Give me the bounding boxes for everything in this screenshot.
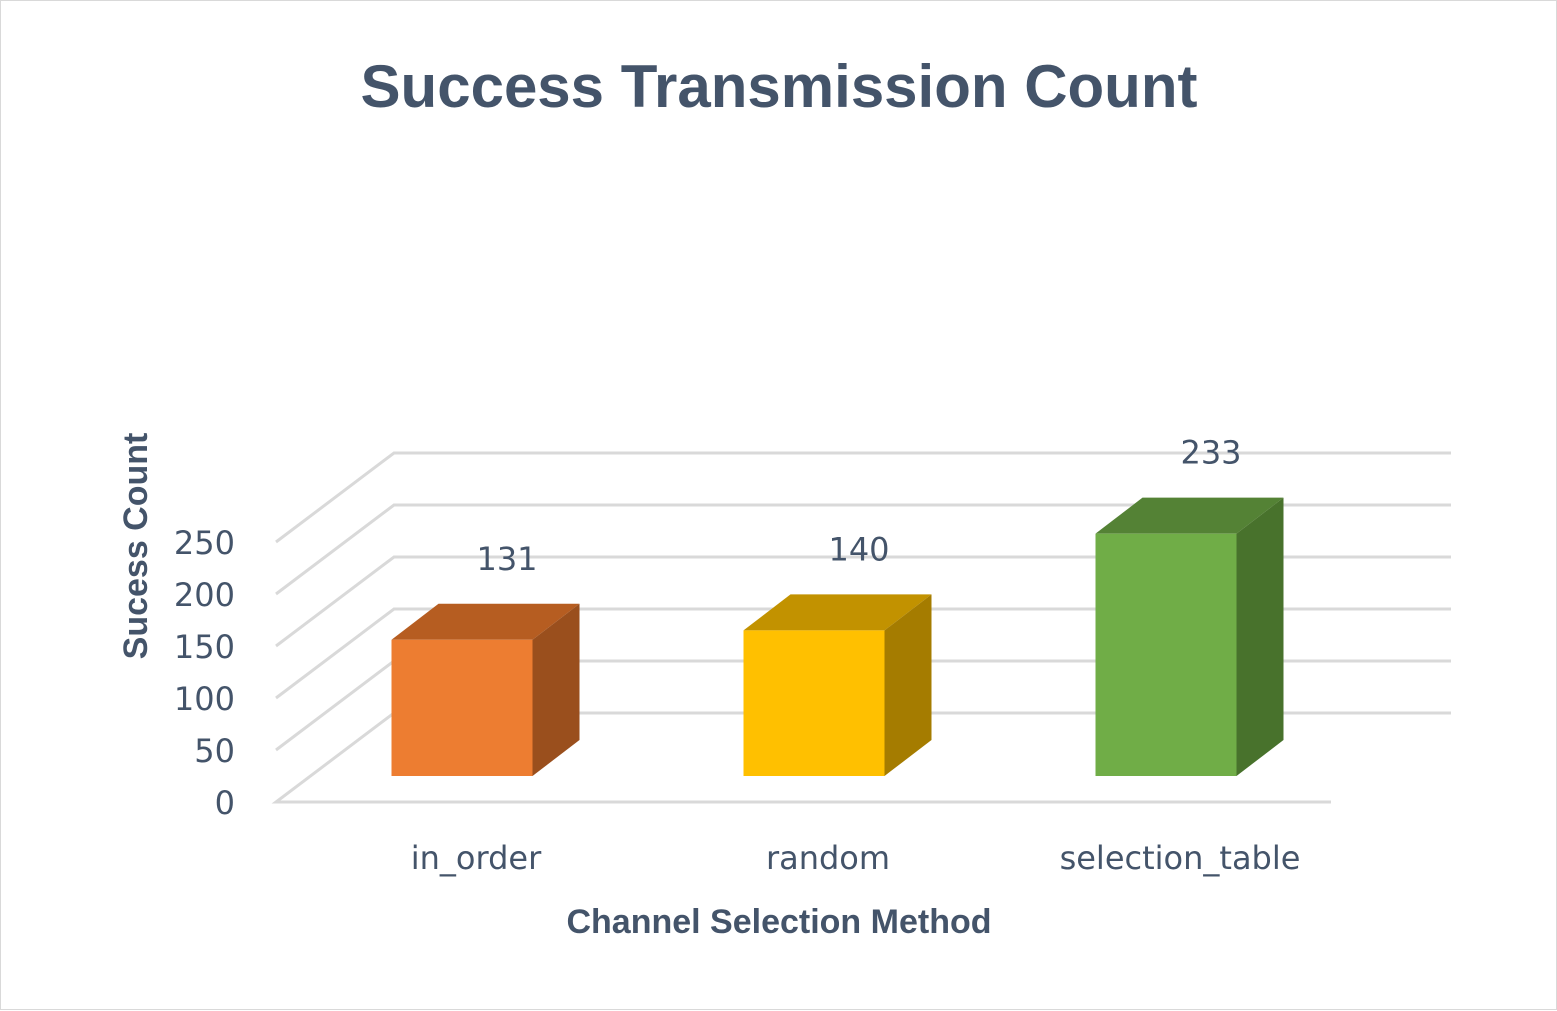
data-label: 140 [828,530,889,568]
chart-title: Success Transmission Count [361,53,1198,120]
y-tick-label: 150 [174,628,235,666]
bar-top-face [391,603,580,640]
y-tick-label: 50 [194,732,235,770]
y-axis-title: Sucess Count [117,433,155,660]
category-label: in_order [411,839,542,877]
x-axis-categories: in_order random selection_table [411,839,1301,877]
bar-selection_table: 233 [1095,434,1284,776]
bars: 131 140 233 [391,434,1284,776]
category-label: selection_table [1060,839,1301,877]
data-label: 131 [476,540,537,578]
bar-random: 140 [743,530,932,776]
bar-in_order: 131 [391,540,580,776]
bar-side-face [1236,497,1284,776]
y-axis-ticks: 0 50 100 150 200 250 [174,524,235,822]
y-tick-label: 0 [215,784,235,822]
y-tick-label: 250 [174,524,235,562]
bar-top-face [743,594,932,631]
bar-front-face [391,639,533,776]
gridline [275,451,1451,544]
x-axis-title: Channel Selection Method [566,903,991,941]
bar-side-face [532,603,580,776]
category-label: random [766,839,890,877]
gridline [275,503,1451,596]
bar-front-face [743,630,885,776]
bar-top-face [1095,497,1284,534]
bar-front-face [1095,533,1237,776]
y-tick-label: 200 [174,576,235,614]
bar-side-face [884,594,932,776]
data-label: 233 [1180,434,1241,472]
y-tick-label: 100 [174,680,235,718]
